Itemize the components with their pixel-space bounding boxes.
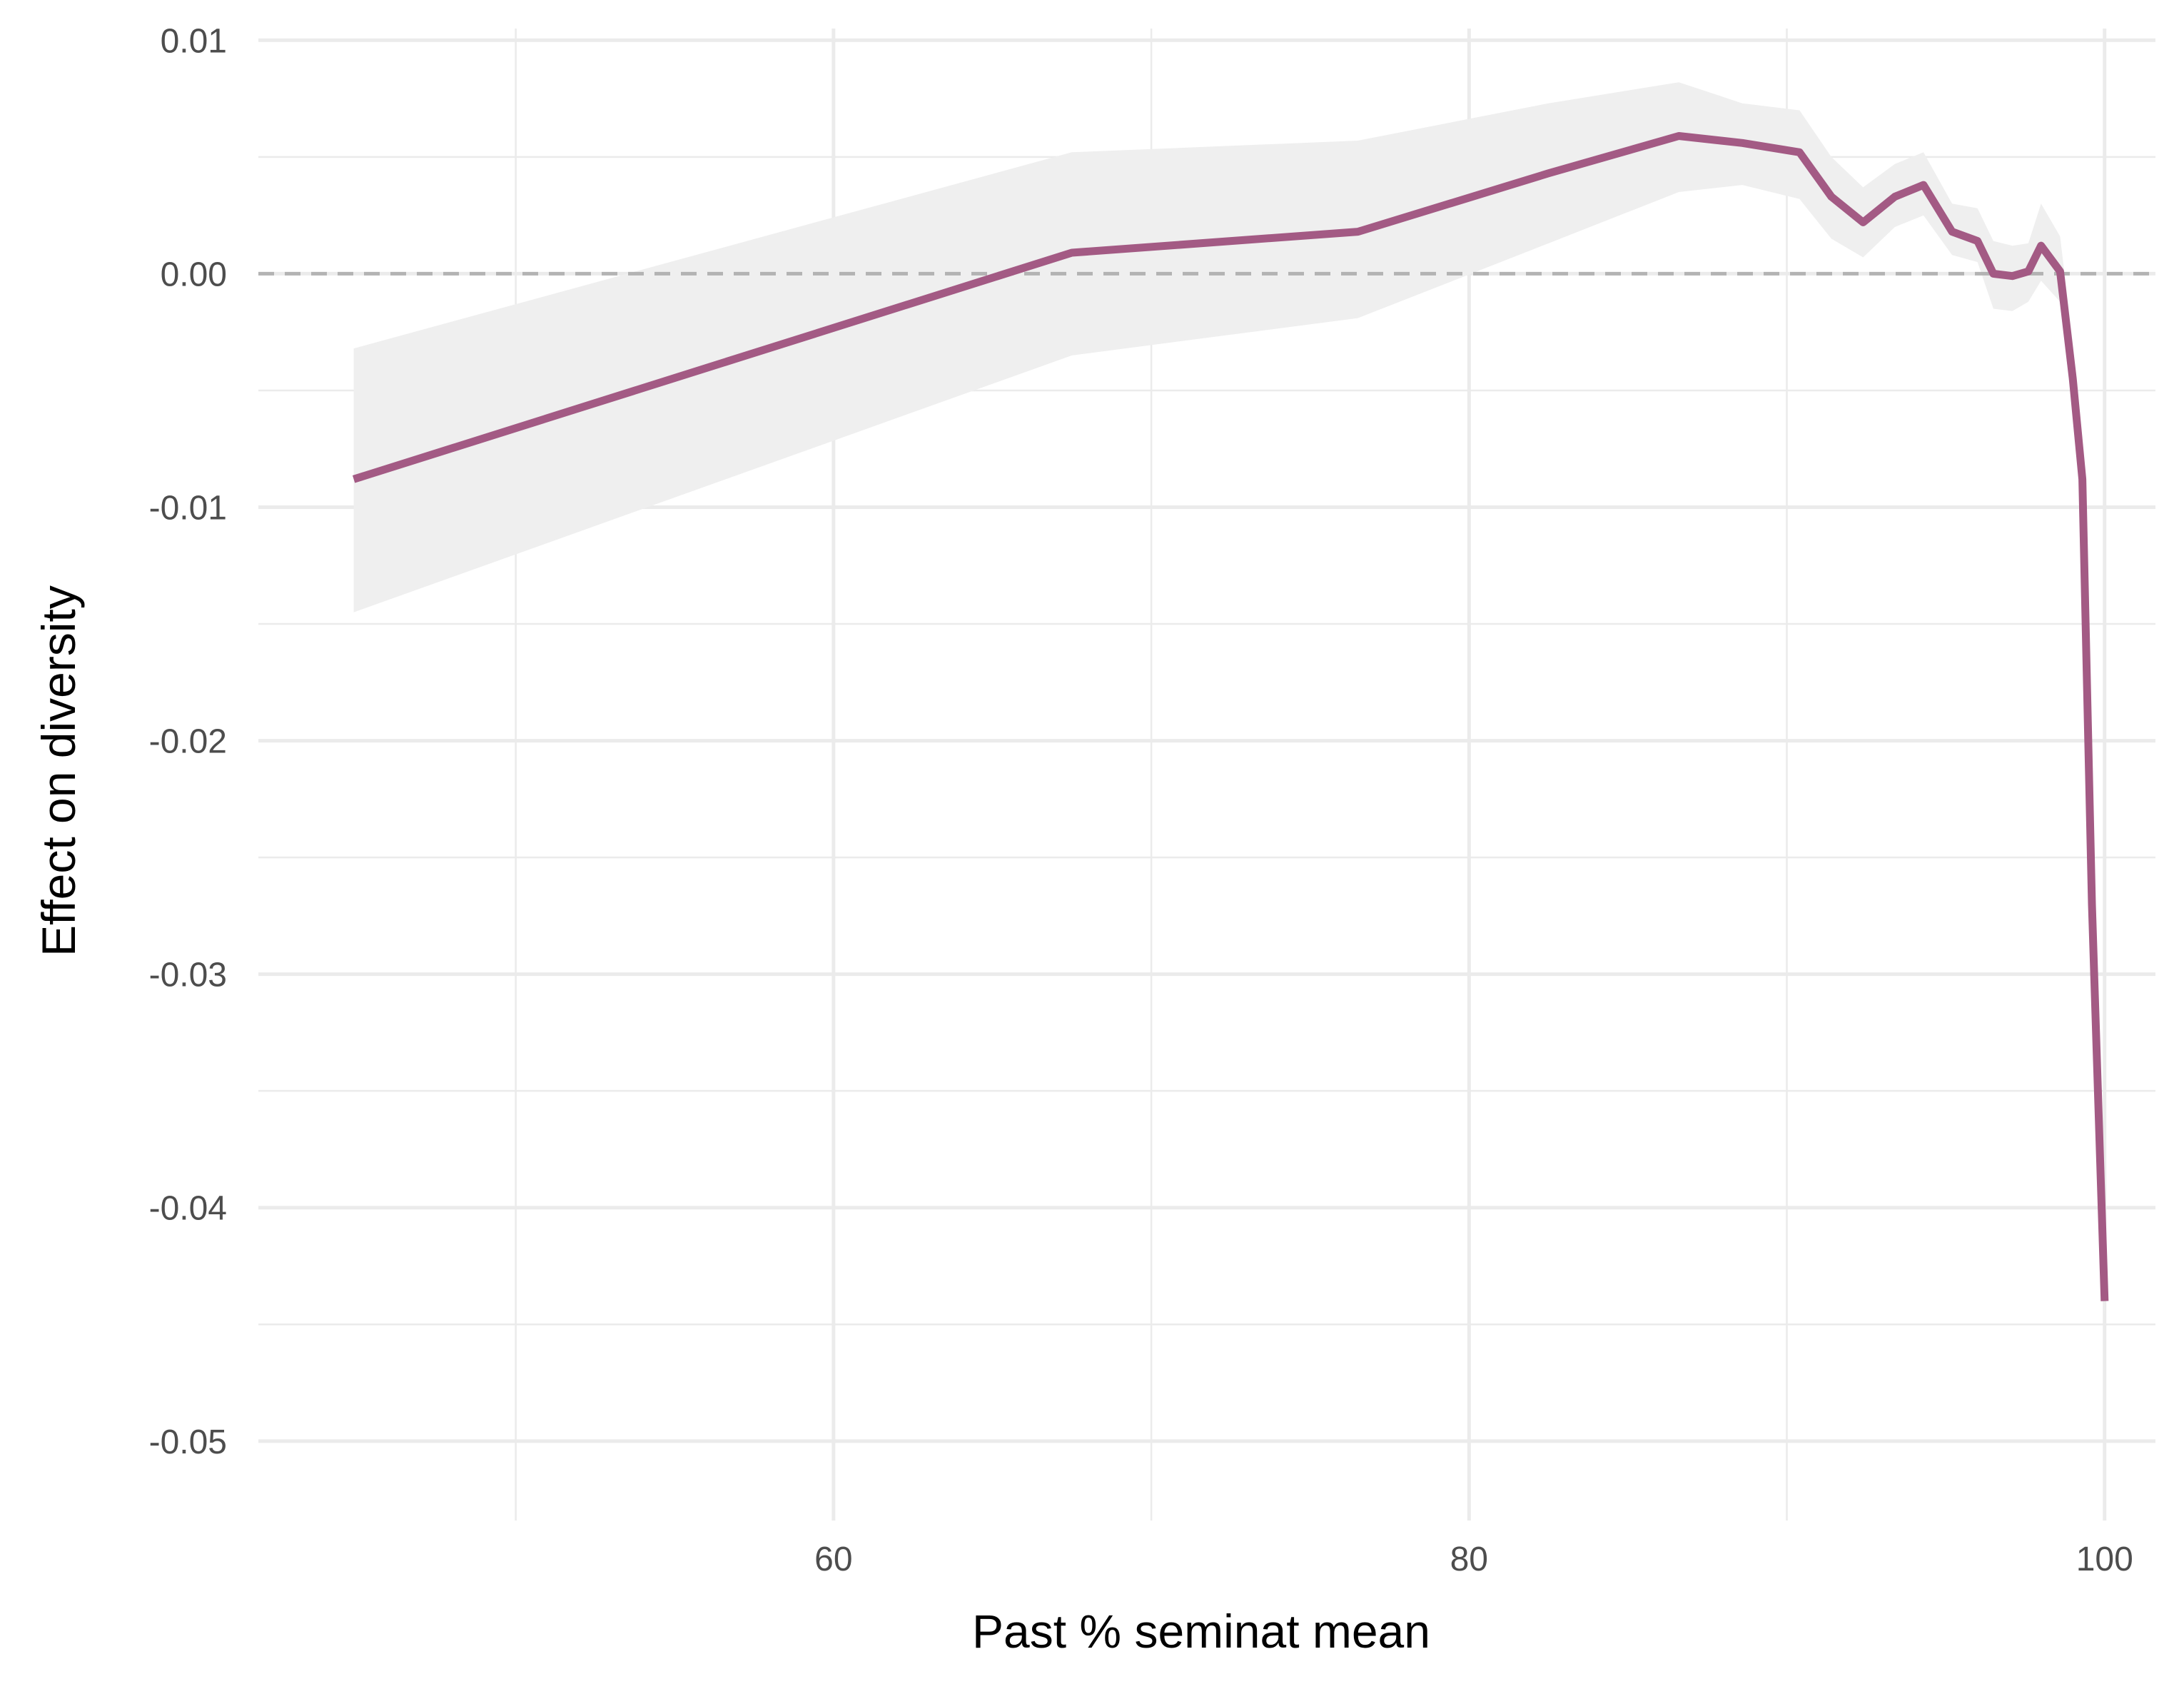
series-line (352, 132, 2109, 1301)
x-axis-tick-labels: 60 80 100 (814, 1541, 2133, 1578)
y-tick-label: -0.04 (149, 1190, 227, 1228)
y-axis-tick-labels: 0.01 0.00 -0.01 -0.02 -0.03 -0.04 -0.05 (149, 22, 227, 1461)
y-tick-label: 0.00 (161, 256, 227, 293)
x-axis-title: Past % seminat mean (972, 1605, 1430, 1658)
y-tick-label: -0.03 (149, 957, 227, 994)
y-tick-label: -0.05 (149, 1423, 227, 1461)
y-tick-label: 0.01 (161, 22, 227, 60)
x-tick-label: 100 (2076, 1541, 2133, 1578)
confidence-ribbon (353, 82, 2105, 1325)
y-tick-label: -0.01 (149, 490, 227, 528)
y-tick-label: -0.02 (149, 723, 227, 761)
x-tick-label: 60 (814, 1541, 852, 1578)
x-tick-label: 80 (1450, 1541, 1488, 1578)
y-axis-title: Effect on diversity (32, 585, 85, 957)
